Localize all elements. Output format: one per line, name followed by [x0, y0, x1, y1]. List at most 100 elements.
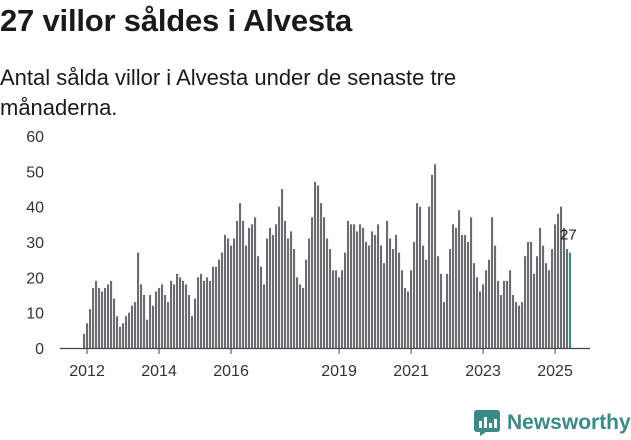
bar [383, 263, 386, 348]
bar [422, 245, 425, 348]
bar [224, 234, 227, 348]
bar [161, 284, 164, 348]
bar [314, 181, 317, 348]
latest-value-label: 27 [560, 227, 577, 244]
bar-latest [569, 252, 572, 348]
bar-series [83, 164, 572, 348]
x-tick-label: 2025 [537, 363, 573, 380]
y-tick-label: 30 [26, 235, 44, 252]
bar [281, 189, 284, 348]
bar [554, 224, 557, 348]
bar [344, 252, 347, 348]
bar [533, 273, 536, 348]
bar [158, 287, 161, 348]
bar [413, 242, 416, 348]
bar [473, 263, 476, 348]
bar [392, 249, 395, 348]
x-tick-label: 2023 [465, 363, 501, 380]
bar [155, 291, 158, 348]
bar [497, 280, 500, 348]
bar [527, 242, 530, 348]
bar [458, 210, 461, 348]
x-tick-label: 2016 [213, 363, 249, 380]
bar [470, 217, 473, 348]
bar [332, 270, 335, 348]
bar [230, 245, 233, 348]
bar [98, 287, 101, 348]
bar [512, 295, 515, 348]
bar [233, 238, 236, 348]
bar [530, 242, 533, 348]
bar [287, 238, 290, 348]
bar [398, 252, 401, 348]
bar [362, 227, 365, 348]
bar [164, 295, 167, 348]
bar [557, 213, 560, 348]
bar [248, 227, 251, 348]
bar [455, 227, 458, 348]
bar [494, 245, 497, 348]
bar [380, 245, 383, 348]
bar [461, 234, 464, 348]
bar [371, 231, 374, 348]
bar [200, 273, 203, 348]
bar [290, 231, 293, 348]
bar [92, 287, 95, 348]
bar [347, 220, 350, 348]
bar [506, 280, 509, 348]
bar [191, 316, 194, 348]
bar [212, 266, 215, 348]
bar [545, 263, 548, 348]
bar [341, 270, 344, 348]
bar [323, 217, 326, 348]
bar [263, 284, 266, 348]
bar [500, 295, 503, 348]
bar [278, 206, 281, 348]
bar [407, 291, 410, 348]
bar [275, 224, 278, 348]
bar [440, 273, 443, 348]
chart-subtitle: Antal sålda villor i Alvesta under de se… [0, 65, 457, 120]
bar [182, 280, 185, 348]
bar [560, 206, 563, 348]
bar [257, 256, 260, 348]
bar [464, 234, 467, 348]
bar [329, 249, 332, 348]
bar [521, 302, 524, 348]
bar [416, 203, 419, 348]
data-labels: 27 [560, 227, 577, 244]
y-axis: 0 10 20 30 40 50 60 [26, 129, 44, 358]
bar [566, 249, 569, 348]
bar [185, 284, 188, 348]
bar [404, 287, 407, 348]
bar [104, 287, 107, 348]
y-tick-label: 40 [26, 200, 44, 217]
bar [446, 273, 449, 348]
bar [83, 333, 86, 348]
bar [236, 220, 239, 348]
bar [140, 284, 143, 348]
bar [452, 224, 455, 348]
bar [437, 256, 440, 348]
bar [143, 295, 146, 348]
bar [296, 277, 299, 348]
bar [302, 287, 305, 348]
bar [338, 277, 341, 348]
bar [551, 249, 554, 348]
bar [389, 238, 392, 348]
bar [443, 302, 446, 348]
bar [242, 220, 245, 348]
bar [377, 224, 380, 348]
bar [449, 249, 452, 348]
x-tick-label: 2012 [69, 363, 105, 380]
bar [149, 295, 152, 348]
bar [152, 305, 155, 348]
bar [254, 217, 257, 348]
bar [410, 270, 413, 348]
bar [131, 305, 134, 348]
bar [209, 280, 212, 348]
bar [107, 284, 110, 348]
bar [386, 220, 389, 348]
bar [137, 252, 140, 348]
